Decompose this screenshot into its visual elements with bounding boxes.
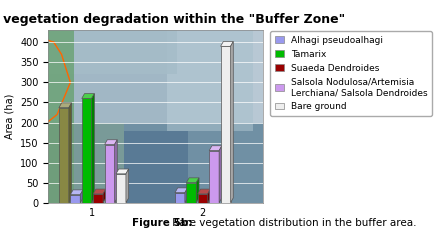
Polygon shape — [69, 103, 71, 203]
Polygon shape — [103, 189, 106, 203]
Bar — [208, 151, 219, 203]
Y-axis label: Area (ha): Area (ha) — [4, 94, 14, 139]
Polygon shape — [126, 169, 128, 203]
Bar — [116, 174, 126, 203]
Bar — [197, 194, 207, 203]
Polygon shape — [81, 94, 94, 99]
Bar — [48, 30, 263, 123]
Polygon shape — [197, 189, 210, 194]
Polygon shape — [93, 189, 106, 194]
Polygon shape — [196, 178, 198, 203]
Bar — [48, 30, 74, 203]
Text: Figure 5b:: Figure 5b: — [131, 218, 192, 228]
Bar — [166, 30, 252, 130]
Bar — [93, 194, 103, 203]
Bar — [220, 46, 230, 203]
Polygon shape — [116, 169, 128, 174]
Bar — [70, 195, 80, 203]
Title: Rare vegetation degradation within the "Buffer Zone": Rare vegetation degradation within the "… — [0, 13, 345, 26]
Bar — [48, 123, 263, 203]
Bar — [104, 144, 114, 203]
Polygon shape — [104, 140, 117, 144]
Bar — [48, 74, 166, 123]
Bar — [48, 30, 177, 74]
Polygon shape — [70, 190, 83, 195]
Bar — [48, 123, 124, 203]
Polygon shape — [220, 41, 233, 46]
Polygon shape — [230, 41, 233, 203]
Polygon shape — [80, 190, 83, 203]
Polygon shape — [207, 189, 210, 203]
Bar — [124, 130, 187, 203]
Bar — [174, 193, 184, 203]
Text: Rare vegetation distribution in the buffer area.: Rare vegetation distribution in the buff… — [169, 218, 416, 228]
Polygon shape — [92, 94, 94, 203]
Polygon shape — [59, 103, 71, 108]
Polygon shape — [186, 178, 198, 183]
Bar — [81, 99, 92, 203]
Polygon shape — [114, 140, 117, 203]
Polygon shape — [219, 146, 221, 203]
Bar — [186, 183, 196, 203]
Polygon shape — [174, 188, 187, 193]
Polygon shape — [184, 188, 187, 203]
Legend: Alhagi pseudoalhagi, Tamarix, Suaeda Dendroides, Salsola Nodulosa/Artemisia
Lerc: Alhagi pseudoalhagi, Tamarix, Suaeda Den… — [269, 31, 431, 116]
Polygon shape — [208, 146, 221, 151]
Bar — [59, 108, 69, 203]
